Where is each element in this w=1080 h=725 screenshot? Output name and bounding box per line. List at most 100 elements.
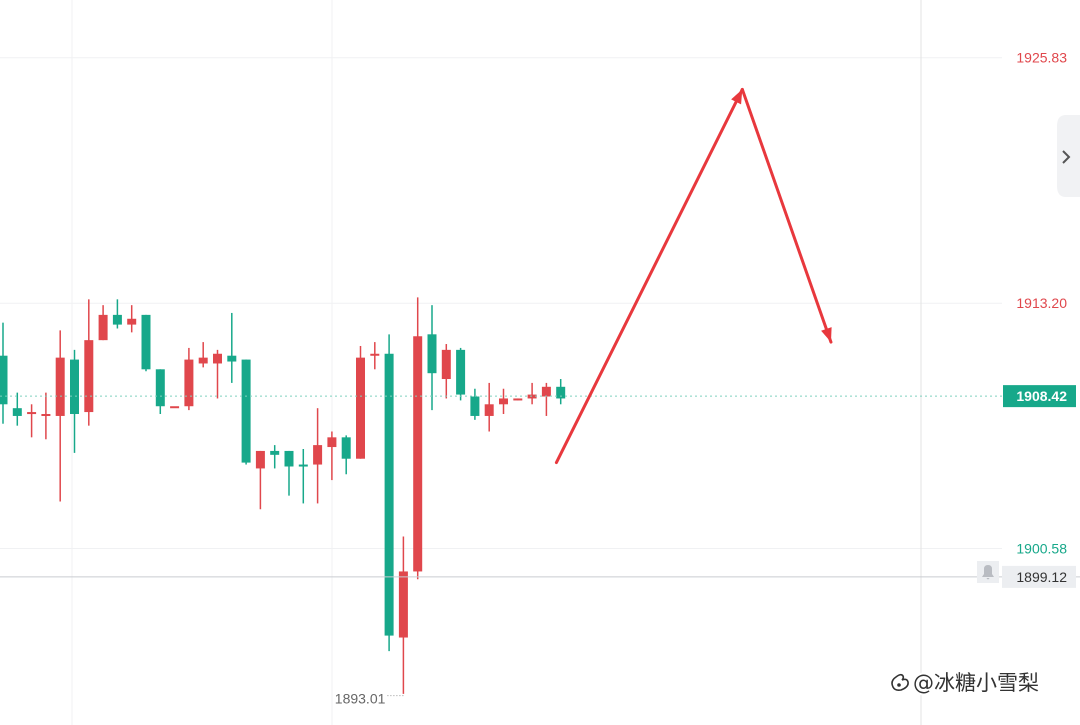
candle: [527, 382, 537, 405]
candle-body: [284, 450, 294, 467]
candles: [0, 297, 566, 694]
candle-body: [170, 406, 180, 409]
candle-body: [499, 398, 508, 405]
candle-body: [155, 369, 165, 407]
candle: [198, 342, 208, 368]
candle: [84, 299, 94, 426]
weibo-icon: [890, 673, 910, 692]
candle: [427, 305, 437, 411]
candle: [255, 450, 265, 510]
price-alert-button[interactable]: [977, 561, 999, 583]
candle: [70, 349, 79, 453]
candle-body: [55, 357, 65, 416]
candle: [441, 344, 451, 399]
candle-body: [112, 314, 122, 325]
candle-body: [70, 359, 79, 415]
forecast-arrow: [554, 87, 744, 465]
candle-body: [227, 355, 237, 362]
candle-body: [456, 349, 466, 395]
candle: [41, 392, 51, 440]
y-tick-label: 1900.58: [1016, 541, 1067, 557]
candle: [284, 450, 294, 496]
candle: [112, 299, 122, 329]
candle: [541, 382, 551, 416]
candle-body: [384, 353, 394, 636]
candle: [398, 536, 408, 694]
candle-body: [41, 414, 51, 417]
candle: [141, 314, 151, 372]
candle: [241, 359, 251, 465]
candle: [513, 398, 523, 401]
candle-body: [213, 353, 222, 364]
candle: [456, 347, 466, 401]
candle-body: [298, 464, 308, 467]
candle-body: [484, 404, 494, 416]
candle: [413, 297, 423, 580]
candle-body: [470, 396, 480, 416]
arrow-head: [821, 327, 832, 343]
candle-body: [527, 394, 537, 399]
candle: [499, 388, 508, 415]
candle: [227, 312, 237, 383]
candle: [155, 369, 165, 415]
current-price-label: 1908.42: [1016, 388, 1067, 404]
candle-body: [270, 450, 280, 455]
candle: [356, 345, 365, 459]
candle-body: [441, 349, 451, 380]
candle-body: [556, 386, 566, 399]
y-tick-label: 1913.20: [1016, 295, 1067, 311]
crosshair-price-tag-bg: [1002, 565, 1076, 588]
candle-body: [12, 408, 22, 416]
candle: [127, 305, 137, 333]
watermark-text: @冰糖小雪梨: [913, 671, 1039, 695]
candle: [170, 406, 180, 409]
candle: [12, 392, 22, 426]
candle: [384, 334, 394, 652]
candle-body: [27, 412, 37, 415]
candle: [470, 388, 480, 420]
candle: [556, 379, 566, 405]
candle-body: [0, 355, 8, 405]
candle: [55, 330, 65, 502]
candle-body: [327, 437, 337, 448]
candle-body: [127, 318, 137, 325]
sidebar-expand-button[interactable]: [1057, 115, 1080, 197]
candle-body: [413, 336, 423, 572]
chevron-right-icon: [1062, 150, 1071, 164]
candle: [213, 349, 222, 399]
candle-body: [370, 353, 380, 356]
candle: [327, 431, 337, 481]
candle: [341, 435, 351, 475]
candle: [270, 445, 280, 469]
candle: [184, 347, 194, 411]
candle-body: [356, 357, 365, 459]
low-price-label: 1893.01: [335, 691, 386, 707]
watermark: @冰糖小雪梨: [890, 669, 1041, 697]
arrow-shaft: [554, 87, 744, 465]
candle-body: [341, 437, 351, 459]
candle-body: [198, 357, 208, 364]
candle-body: [398, 571, 408, 638]
grid-lines: [0, 0, 1002, 725]
candle-body: [84, 340, 94, 413]
candle-body: [255, 450, 265, 469]
candle-body: [313, 445, 323, 465]
candle: [313, 408, 323, 504]
candle-body: [141, 314, 151, 370]
forecast-arrows: [554, 87, 833, 465]
current-price-tag-bg: [1003, 385, 1076, 408]
candle-body: [427, 334, 437, 374]
candle: [98, 305, 108, 341]
current-price-tag: 1908.42: [1003, 385, 1076, 408]
arrow-head: [731, 89, 743, 105]
candle-body: [98, 314, 108, 341]
price-lines: [0, 395, 1080, 578]
candle-body: [184, 359, 194, 407]
crosshair-price-tag: 1899.12: [1002, 565, 1076, 588]
candle-body: [513, 398, 523, 401]
forecast-arrow: [740, 87, 833, 344]
bell-icon: [982, 565, 994, 580]
low-annotation: 1893.01: [335, 691, 404, 707]
